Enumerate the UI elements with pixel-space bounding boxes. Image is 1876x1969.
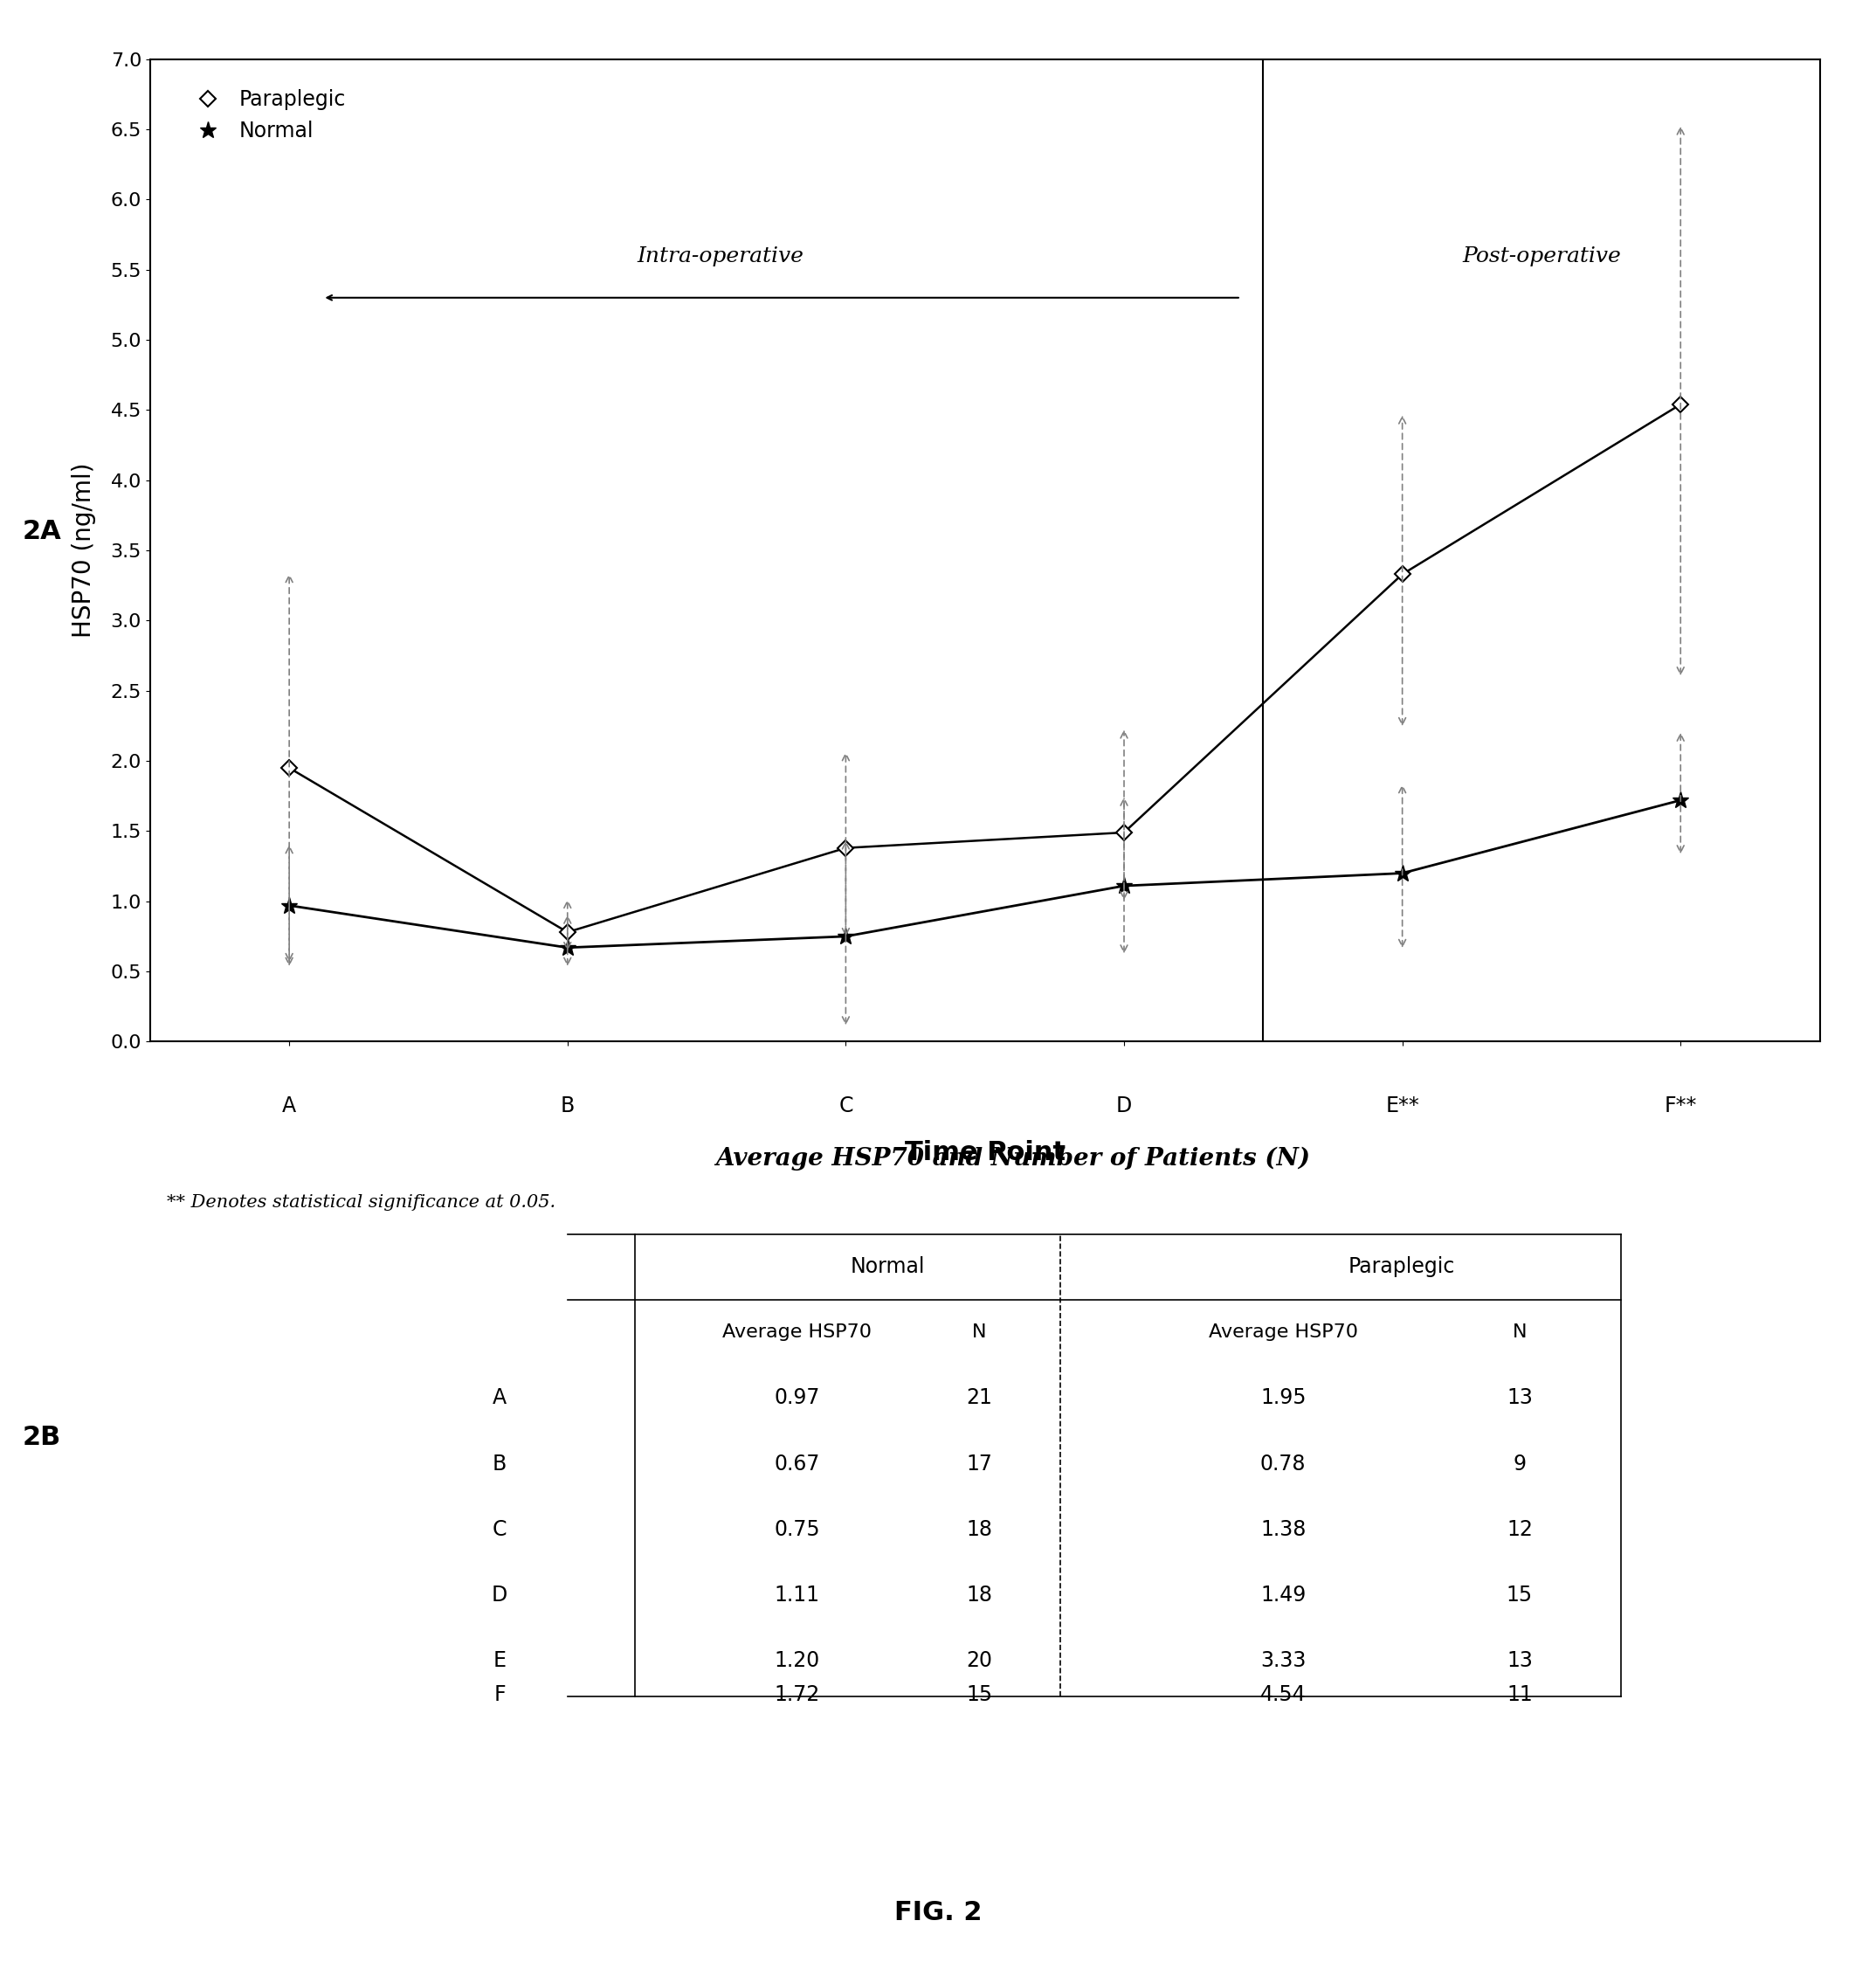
- Text: Average HSP70 and Number of Patients (N): Average HSP70 and Number of Patients (N): [715, 1146, 1311, 1172]
- Text: Paraplegic: Paraplegic: [1349, 1256, 1454, 1278]
- Text: 13: 13: [1506, 1388, 1533, 1408]
- Text: C: C: [493, 1518, 507, 1540]
- Text: Normal: Normal: [850, 1256, 925, 1278]
- Text: Time Point: Time Point: [904, 1140, 1066, 1166]
- Text: Average HSP70: Average HSP70: [722, 1323, 872, 1341]
- Text: F: F: [493, 1683, 507, 1705]
- Text: 15: 15: [966, 1683, 992, 1705]
- Text: 1.38: 1.38: [1261, 1518, 1306, 1540]
- Text: 2B: 2B: [23, 1426, 62, 1449]
- Text: E: E: [493, 1650, 507, 1672]
- Text: 20: 20: [966, 1650, 992, 1672]
- Text: 18: 18: [966, 1518, 992, 1540]
- Text: B: B: [561, 1095, 574, 1116]
- Text: 12: 12: [1506, 1518, 1533, 1540]
- Text: C: C: [839, 1095, 854, 1116]
- Text: A: A: [493, 1388, 507, 1408]
- Text: FIG. 2: FIG. 2: [895, 1900, 981, 1926]
- Text: 4.54: 4.54: [1261, 1683, 1306, 1705]
- Text: Intra-operative: Intra-operative: [638, 246, 805, 268]
- Text: 1.95: 1.95: [1261, 1388, 1306, 1408]
- Text: 9: 9: [1514, 1453, 1525, 1475]
- Text: 0.97: 0.97: [775, 1388, 820, 1408]
- Text: 11: 11: [1506, 1683, 1533, 1705]
- Text: 0.75: 0.75: [775, 1518, 820, 1540]
- Text: Average HSP70: Average HSP70: [1208, 1323, 1358, 1341]
- Text: N: N: [1512, 1323, 1527, 1341]
- Text: 21: 21: [966, 1388, 992, 1408]
- Y-axis label: HSP70 (ng/ml): HSP70 (ng/ml): [71, 463, 96, 638]
- Text: E**: E**: [1384, 1095, 1420, 1116]
- Text: 15: 15: [1506, 1585, 1533, 1605]
- Text: 18: 18: [966, 1585, 992, 1605]
- Text: A: A: [281, 1095, 296, 1116]
- Text: 13: 13: [1506, 1650, 1533, 1672]
- Text: D: D: [492, 1585, 508, 1605]
- Text: Post-operative: Post-operative: [1461, 246, 1621, 268]
- Text: D: D: [1116, 1095, 1131, 1116]
- Text: 1.49: 1.49: [1261, 1585, 1306, 1605]
- Text: 1.72: 1.72: [775, 1683, 820, 1705]
- Text: 0.67: 0.67: [775, 1453, 820, 1475]
- Text: 1.11: 1.11: [775, 1585, 820, 1605]
- Text: 2A: 2A: [23, 520, 62, 543]
- Text: N: N: [972, 1323, 987, 1341]
- Legend: Paraplegic, Normal: Paraplegic, Normal: [176, 79, 356, 152]
- Text: 3.33: 3.33: [1261, 1650, 1306, 1672]
- Text: 0.78: 0.78: [1261, 1453, 1306, 1475]
- Text: 1.20: 1.20: [775, 1650, 820, 1672]
- Text: F**: F**: [1664, 1095, 1698, 1116]
- Text: 17: 17: [966, 1453, 992, 1475]
- Text: B: B: [493, 1453, 507, 1475]
- Text: ** Denotes statistical significance at 0.05.: ** Denotes statistical significance at 0…: [167, 1193, 555, 1211]
